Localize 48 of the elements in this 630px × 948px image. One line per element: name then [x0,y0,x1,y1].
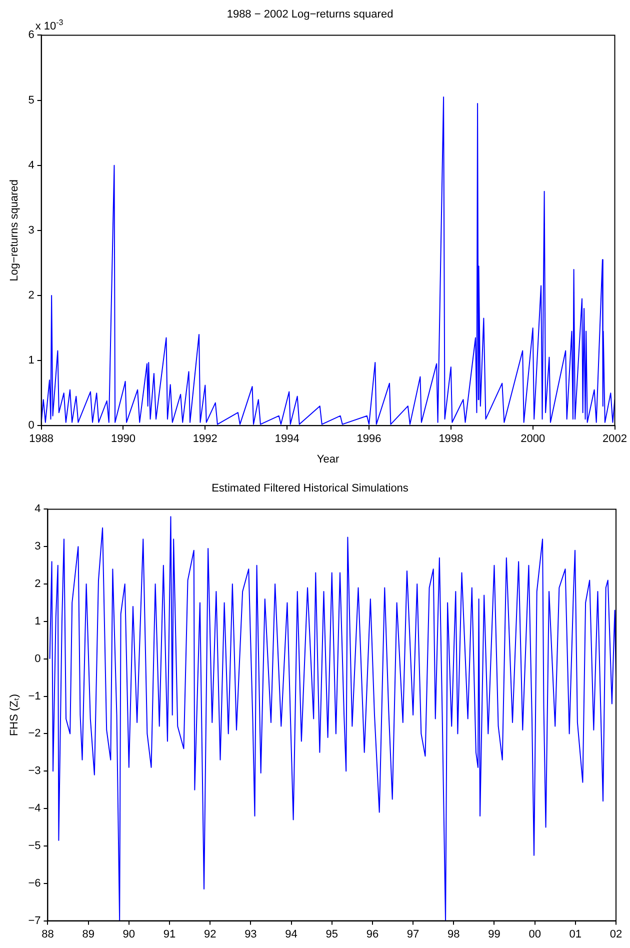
text: x 10$^{-3}$ [35,18,64,33]
y-tick-label: 1 [34,615,41,628]
x-tick-label: 2002 [602,433,628,446]
y-tick-label: 5 [28,94,34,106]
x-tick-label: 97 [406,928,420,940]
x-tick-label: 90 [122,928,136,940]
y-tick-label: 4 [34,503,41,516]
y-tick-label: −1 [28,690,41,702]
y-tick-label: 6 [28,29,34,42]
x-tick-label: 02 [610,928,622,940]
x-axis-title: Year [316,453,340,466]
x-tick-label: 96 [366,928,379,940]
y-tick-label: −4 [28,802,41,815]
y-tick-label: 3 [34,540,41,553]
y-tick-label: 2 [28,290,34,302]
y-tick-label: −3 [28,765,41,778]
x-tick-label: 1994 [274,433,300,446]
y-tick-label: 0 [28,420,34,432]
x-tick-label: 91 [163,928,176,940]
x-tick-label: 1998 [438,433,464,446]
x-tick-label: 2000 [520,433,546,446]
x-tick-label: 1990 [110,433,136,446]
y-axis-title: Log−returns squared [8,179,21,282]
y-tick-label: 2 [34,578,41,590]
y-tick-label: −2 [28,728,41,740]
x-tick-label: 88 [42,928,54,940]
x-tick-label: 98 [448,928,460,940]
x-tick-label: 95 [326,928,338,940]
x-tick-label: 01 [569,928,582,940]
y-tick-label: 1 [28,354,34,367]
y-tick-label: −6 [28,877,41,890]
x-tick-label: 89 [82,928,94,940]
x-tick-label: 1988 [29,433,54,446]
y-tick-label: 3 [28,224,34,236]
y-tick-label: −7 [28,914,41,927]
x-tick-label: 00 [528,928,541,940]
y-tick-label: 0 [34,652,41,665]
y-tick-label: −5 [28,840,41,852]
x-tick-label: 1992 [192,433,218,446]
chart-title: Estimated Filtered Historical Simulations [212,482,409,495]
x-tick-label: 99 [488,928,500,940]
x-tick-label: 92 [204,928,216,940]
y-tick-label: 4 [28,159,34,172]
x-tick-label: 93 [244,928,257,940]
x-tick-label: 94 [285,928,298,940]
x-tick-label: 1996 [356,433,382,446]
y-axis-title: FHS (Zₜ) [8,694,21,736]
chart-title: 1988 − 2002 Log−returns squared [226,8,394,21]
